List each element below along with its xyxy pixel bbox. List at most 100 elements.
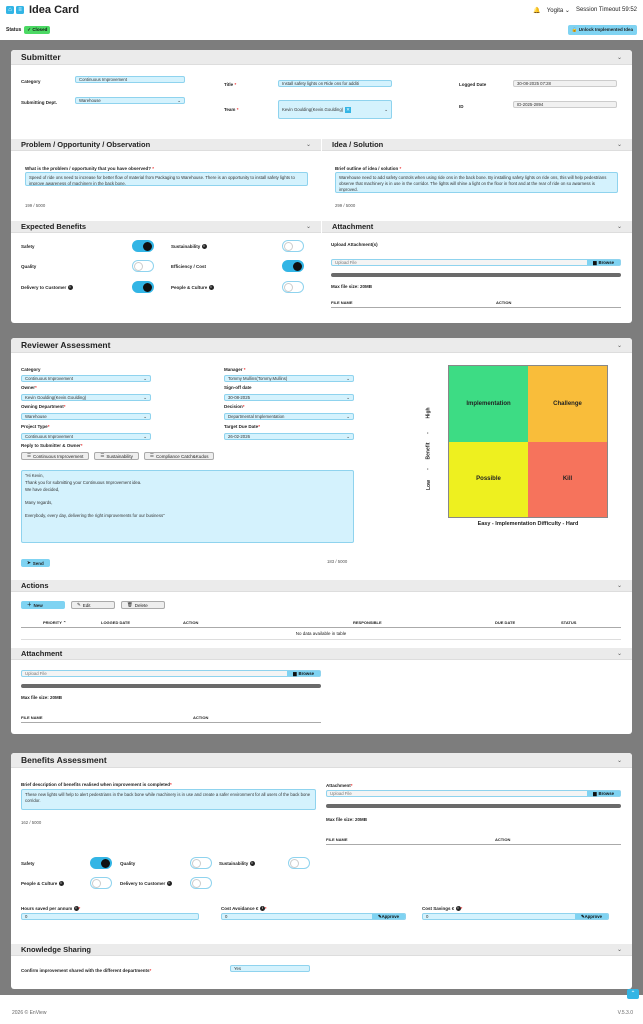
savings-field[interactable]: 0 ✎ Approve [422,913,609,920]
safety-toggle[interactable] [132,240,154,252]
reply-message[interactable]: "Hi Kevin, Thank you for submitting your… [21,470,354,543]
avoid-approve-button[interactable]: ✎ Approve [371,914,405,919]
rev-category-select[interactable]: Continuous Improvement ⌄ [21,375,151,382]
ptype-select[interactable]: Continuous Improvement ⌄ [21,433,151,440]
bell-icon[interactable]: 🔔 [533,7,541,14]
upload3-input[interactable]: Upload File ▆ Browse [326,790,621,797]
manager-label: Manager * [224,367,246,372]
reply-compliance-button[interactable]: ☰ Compliance Catch&Kudos [143,452,215,460]
reviewer-header[interactable]: Reviewer Assessment ⌄ [11,338,632,353]
home-icon[interactable]: ⌂ [6,6,14,14]
id-label: ID [459,104,464,109]
solution-question: Brief outline of idea / solution * [335,166,402,171]
scroll-top-button[interactable]: ⌃ [627,989,639,999]
remove-icon[interactable]: ✕ [345,106,351,113]
owning-label: Owning Department* [21,404,66,409]
target-field[interactable]: 26-02-2026 ⌄ [224,433,354,440]
knowledge-label: Confirm improvement shared with the diff… [21,968,152,973]
solution-textarea[interactable]: Warehouse need to add safety controls wh… [335,172,618,193]
decision-select[interactable]: Departmental Implementation ⌄ [224,413,354,420]
attachment2-header[interactable]: Attachment ⌄ [11,648,632,660]
id-field: ID-2025-2894 [513,101,617,108]
actions-header[interactable]: Actions ⌄ [11,580,632,592]
ba-people-toggle[interactable] [90,877,112,889]
submitter-header[interactable]: Submitter ⌄ [11,50,632,65]
people-toggle[interactable] [282,281,304,293]
team-multiselect[interactable]: Kevin Goulding(Kevin.Goulding) ✕ ⌄ [278,100,392,119]
chevron-down-icon: ⌄ [305,142,311,148]
team-label: Team * [224,107,239,112]
problem-header[interactable]: Problem / Opportunity / Observation ⌄ [11,139,321,151]
quadrant-implementation: Implementation [449,366,528,442]
quadrant-challenge: Challenge [528,366,607,442]
quadrant-possible: Possible [449,441,528,517]
upload2-progress [21,684,321,688]
desc-textarea[interactable]: These new lights will help to alert pede… [21,789,316,810]
sustainability-toggle[interactable] [282,240,304,252]
info-icon: i [67,285,73,291]
avoid-label: Cost Avoidance € i * [221,906,267,912]
delete-action-button[interactable]: 🗑 Delete [121,601,165,609]
solution-header[interactable]: Idea / Solution ⌄ [322,139,632,151]
benefits-header[interactable]: Expected Benefits ⌄ [11,221,321,233]
ptype-label: Project Type* [21,424,50,429]
desc-label: Brief description of benefits realised w… [21,782,172,787]
delivery-toggle[interactable] [132,281,154,293]
ba-safety-toggle[interactable] [90,857,112,869]
browse3-button[interactable]: ▆ Browse [587,791,620,796]
chevron-down-icon: ⌄ [177,97,181,103]
dept-select[interactable]: Warehouse ⌄ [75,97,185,104]
browse-button[interactable]: ▆ Browse [587,260,620,265]
browse2-button[interactable]: ▆ Browse [287,671,320,676]
owning-select[interactable]: Warehouse ⌄ [21,413,151,420]
ba-quality-label: Quality [120,861,136,866]
status-label: Status [6,27,22,33]
reply-label: Reply to Submitter & Owner* [21,443,83,448]
chevron-down-icon[interactable]: ⌄ [616,54,622,61]
chevron-down-icon: ⌄ [616,947,622,953]
delivery-label: Delivery to Customer i [21,285,73,291]
knowledge-header[interactable]: Knowledge Sharing ⌄ [11,944,632,956]
new-action-button[interactable]: ＋ New [21,601,65,609]
efficiency-toggle[interactable] [282,260,304,272]
savings-approve-button[interactable]: ✎ Approve [574,914,608,919]
col-priority[interactable]: PRIORITY ⌃ [43,620,67,625]
reply-ci-button[interactable]: ☰ Continuous Improvement [21,452,90,460]
col-due-date[interactable]: DUE DATE [495,620,516,625]
avoid-field[interactable]: 0 ✎ Approve [221,913,406,920]
problem-textarea[interactable]: Speed of ride ons need to increase for b… [25,172,308,186]
send-button[interactable]: ➤ Send [21,559,50,567]
hours-field[interactable]: 0 [21,913,199,920]
upload2-input[interactable]: Upload File ▆ Browse [21,670,321,677]
efficiency-label: Efficiency / Cost [171,264,207,269]
chevron-down-icon: ⌄ [616,224,622,230]
quality-toggle[interactable] [132,260,154,272]
upload-input[interactable]: Upload File ▆ Browse [331,259,621,266]
page-title: Idea Card [29,4,80,16]
manager-select[interactable]: Tommy Mullins(Tommy.Mullins) ⌄ [224,375,354,382]
signoff-field[interactable]: 30-08-2025 ⌄ [224,394,354,401]
edit-action-button[interactable]: ✎ Edit [71,601,115,609]
benefit-axis: High - Benefit - Low [424,407,432,490]
top-bar: ⌂ ≡ Idea Card 🔔 Yogita ⌄ Session Timeout… [0,0,643,20]
menu-icon[interactable]: ≡ [16,6,24,14]
col-logged-date[interactable]: LOGGED DATE [101,620,131,625]
col-status[interactable]: STATUS [561,620,577,625]
ba-delivery-toggle[interactable] [190,877,212,889]
col-action[interactable]: ACTION [183,620,199,625]
col-responsible[interactable]: RESPONSIBLE [353,620,382,625]
ba-sustainability-toggle[interactable] [288,857,310,869]
attachment-header[interactable]: Attachment ⌄ [322,221,632,233]
user-menu[interactable]: Yogita ⌄ [546,7,570,14]
chevron-down-icon: ⌄ [616,757,622,764]
benefits-assess-header[interactable]: Benefits Assessment ⌄ [11,753,632,768]
unlock-button[interactable]: 🔓 Unlock Implemented Idea [567,25,637,35]
ba-quality-toggle[interactable] [190,857,212,869]
title-field[interactable]: Install safety lights on Ride ons for ad… [278,80,392,87]
category-field[interactable]: Continuous Improvement [75,76,185,83]
reply-sustainability-button[interactable]: ☰ Sustainability [94,452,139,460]
knowledge-field[interactable]: Yes [230,965,310,972]
owner-select[interactable]: Kevin Goulding(Kevin.Goulding) ⌄ [21,394,151,401]
benefits-card: Benefits Assessment ⌄ Brief description o… [11,753,632,989]
priority-matrix: Implementation Challenge Possible Kill [448,365,608,518]
